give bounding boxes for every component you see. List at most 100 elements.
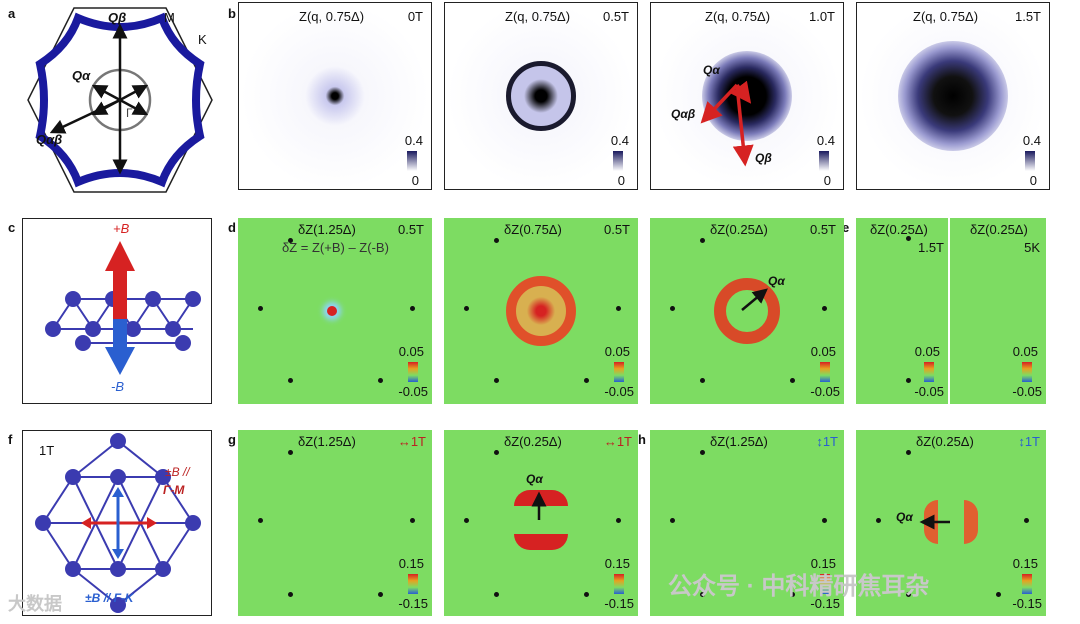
parallel-gamma-k-label: ±B // Γ-K [85, 591, 134, 605]
colorbar-min: 0 [617, 173, 625, 188]
field-value: 1T [616, 434, 632, 449]
bragg-peak-dot [616, 306, 621, 311]
q-alpha-arrow [919, 514, 950, 530]
map-title: δZ(0.25Δ) [504, 434, 562, 449]
colorbar-min: -0.15 [810, 596, 840, 611]
field-label: 1T [39, 443, 55, 458]
z-map-0.5T: Z(q, 0.75Δ) 0.5T 0.4 0 [444, 2, 638, 190]
panel-letter-f: f [8, 432, 13, 447]
q-alpha-annotation: Qα [703, 63, 720, 77]
colorbar [820, 362, 830, 382]
bragg-peak-dot [790, 592, 795, 597]
colorbar-max: 0.15 [398, 556, 424, 571]
colorbar-min: 0 [411, 173, 419, 188]
colorbar-max: 0.05 [604, 344, 630, 359]
field-value: 1T [410, 434, 426, 449]
q-beta-label: Qβ [108, 10, 127, 25]
bragg-peak-dot [378, 592, 383, 597]
bragg-peak-dot [258, 518, 263, 523]
bragg-peak-dot [790, 378, 795, 383]
bragg-peak-dot [906, 450, 911, 455]
bragg-peak-dot [670, 306, 675, 311]
bragg-peak-dot [616, 518, 621, 523]
colorbar [614, 574, 624, 594]
q-vector-arrows [700, 80, 754, 167]
dz-map-g-1.25: δZ(1.25Δ) ↔1T 0.15 -0.15 [238, 430, 432, 616]
colorbar-min: -0.05 [398, 384, 428, 399]
colorbar-min: -0.15 [604, 596, 634, 611]
map-title: δZ(1.25Δ) [298, 222, 356, 237]
lattice-svg [45, 241, 201, 375]
colorbar-max: 0.4 [816, 133, 835, 148]
watermark-right: 公众号 · 中科精研焦耳杂 [668, 573, 930, 600]
triangular-lattice-svg [35, 433, 201, 613]
panel-letter-g: g [228, 432, 236, 447]
colorbar-min: 0 [1029, 173, 1037, 188]
bragg-peak-dot [700, 592, 705, 597]
field-label: 0.5T [397, 222, 424, 237]
colorbar-min: -0.15 [1012, 596, 1042, 611]
bragg-peak-dot [822, 518, 827, 523]
q-alpha-arrow [741, 288, 768, 311]
field-label: 1.0T [808, 9, 835, 24]
colorbar [1022, 362, 1032, 382]
q-alpha-annotation: Qα [526, 472, 543, 486]
colorbar-max: 0.05 [914, 344, 940, 359]
panel-letter-b: b [228, 6, 236, 21]
colorbar [924, 362, 934, 382]
panel-letter-e: e [842, 220, 850, 235]
q-alpha-annotation: Qα [896, 510, 913, 524]
lattice-field-diagram: +B -B [22, 218, 212, 404]
colorbar [819, 151, 829, 171]
colorbar-min: -0.05 [810, 384, 840, 399]
bragg-peak-dot [906, 236, 911, 241]
q-alpha-arrow [531, 491, 547, 520]
dz-map-0.25-0.5T: Qα δZ(0.25Δ) 0.5T 0.05 -0.05 [650, 218, 844, 404]
dz-map-h-0.25: Qα δZ(0.25Δ) ↕1T 0.15 -0.15 [856, 430, 1046, 616]
colorbar-min: -0.05 [604, 384, 634, 399]
bragg-peak-dot [584, 378, 589, 383]
q-alpha-label: Qα [72, 68, 91, 83]
center-spot [327, 306, 337, 316]
z-map-1.0T: Z(q, 0.75Δ) 1.0T Qα Qαβ Qβ 0.4 0 [650, 2, 844, 190]
lower-lobe [514, 534, 568, 550]
m-point-label: M [164, 10, 175, 25]
right-lobe [964, 500, 978, 544]
field-label: ↕1T [1018, 434, 1040, 449]
bragg-peak-dot [996, 592, 1001, 597]
panel-letter-d: d [228, 220, 236, 235]
field-label: 1.5T [917, 240, 944, 255]
map-title: δZ(0.25Δ) [916, 434, 974, 449]
map-title: δZ(1.25Δ) [298, 434, 356, 449]
parallel-gamma-m-label: ±B // [165, 465, 190, 479]
colorbar-max: 0.15 [604, 556, 630, 571]
bragg-peak-dot [494, 450, 499, 455]
colorbar-max: 0.4 [404, 133, 423, 148]
bragg-peak-dot [670, 518, 675, 523]
map-title: δZ(0.25Δ) [870, 222, 928, 237]
panel-letter-a: a [8, 6, 16, 21]
gamma-m-label: Γ-M [163, 483, 185, 497]
bragg-peak-dot [378, 378, 383, 383]
colorbar [1025, 151, 1035, 171]
ring [506, 276, 576, 346]
z-map-0T: Z(q, 0.75Δ) 0T 0.4 0 [238, 2, 432, 190]
bragg-peak-dot [288, 378, 293, 383]
field-value: 1T [822, 434, 838, 449]
q-alphabeta-annotation: Qαβ [671, 107, 696, 121]
minus-b-label: -B [111, 379, 124, 394]
colorbar [407, 151, 417, 171]
q-alpha-annotation: Qα [768, 274, 785, 288]
colorbar-max: 0.4 [610, 133, 629, 148]
colorbar [408, 574, 418, 594]
field-label: 0T [407, 9, 423, 24]
z-map-1.5T: Z(q, 0.75Δ) 1.5T 0.4 0 [856, 2, 1050, 190]
colorbar-min: -0.15 [398, 596, 428, 611]
bragg-peak-dot [288, 592, 293, 597]
bragg-peak-dot [288, 450, 293, 455]
dz-map-0.25-1.5T: δZ(0.25Δ) 1.5T 0.05 -0.05 [856, 218, 948, 404]
bragg-peak-dot [258, 306, 263, 311]
fermi-contour [35, 12, 205, 188]
colorbar-max: 0.4 [1022, 133, 1041, 148]
bragg-peak-dot [700, 450, 705, 455]
